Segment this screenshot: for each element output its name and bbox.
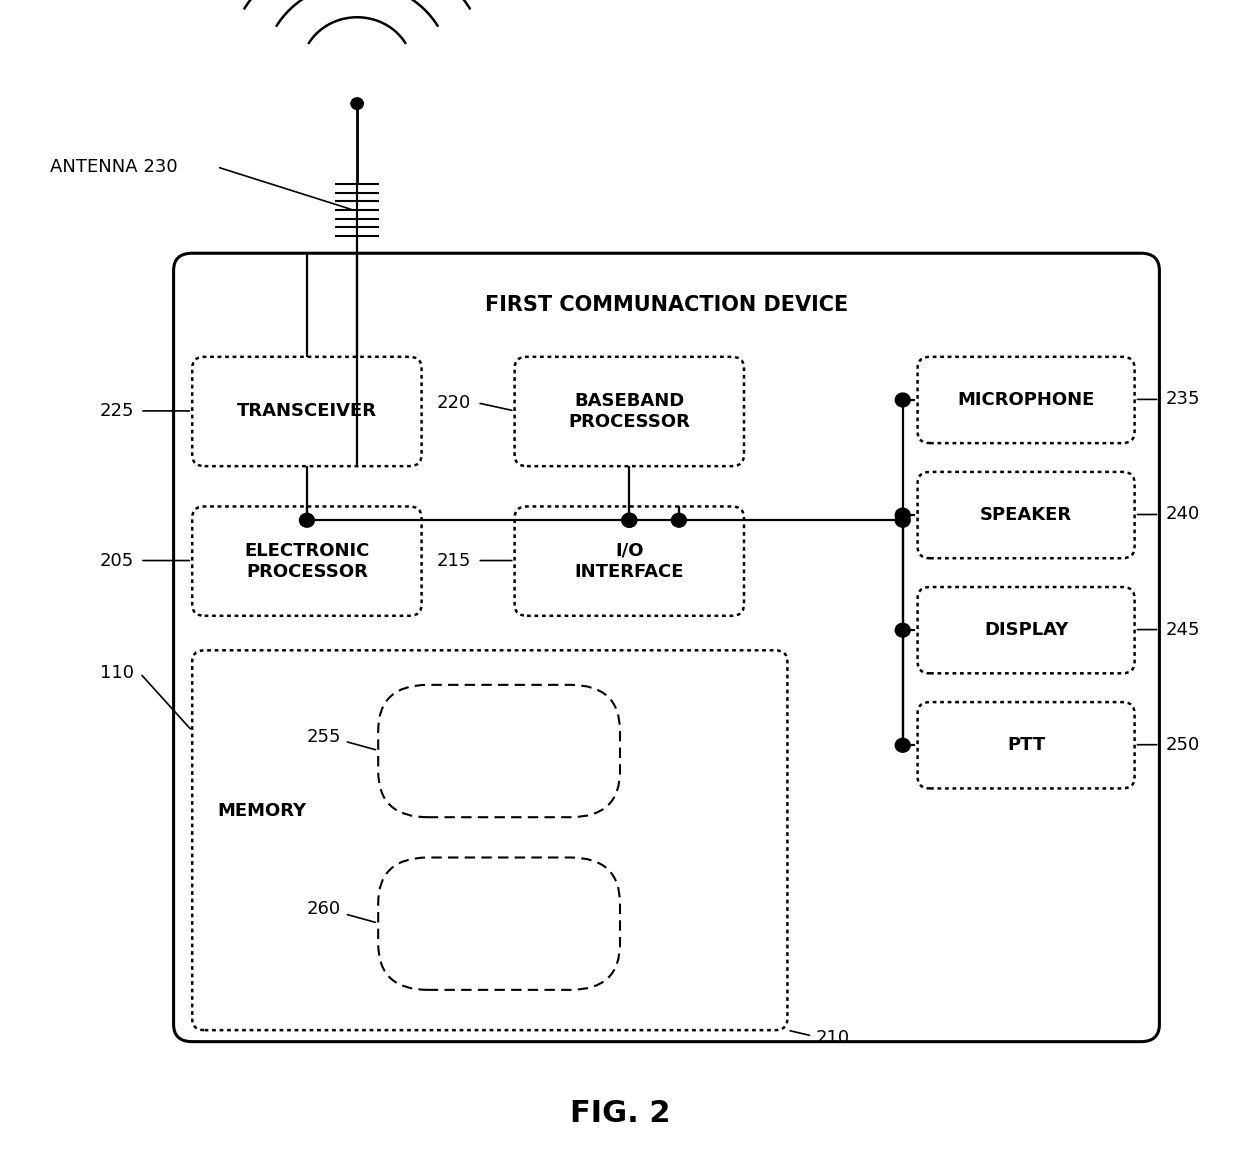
Text: DISPLAY: DISPLAY (983, 622, 1069, 639)
FancyBboxPatch shape (192, 357, 422, 466)
FancyBboxPatch shape (515, 506, 744, 616)
Circle shape (895, 509, 910, 523)
Text: FIG. 2: FIG. 2 (569, 1098, 671, 1128)
Circle shape (895, 739, 910, 753)
Circle shape (621, 513, 637, 527)
FancyBboxPatch shape (918, 587, 1135, 673)
FancyBboxPatch shape (174, 253, 1159, 1042)
Text: ELECTRONIC
PROCESSOR: ELECTRONIC PROCESSOR (244, 542, 370, 580)
FancyBboxPatch shape (918, 357, 1135, 443)
Text: MICROPHONE: MICROPHONE (957, 391, 1095, 409)
Text: 110: 110 (100, 664, 134, 683)
Text: 250: 250 (1166, 735, 1200, 754)
FancyBboxPatch shape (378, 685, 620, 817)
Text: 210: 210 (816, 1029, 851, 1047)
Circle shape (672, 513, 687, 527)
Text: 215: 215 (436, 551, 471, 570)
FancyBboxPatch shape (515, 357, 744, 466)
Text: 220: 220 (436, 394, 471, 412)
Text: 240: 240 (1166, 505, 1200, 524)
Text: I/O
INTERFACE: I/O INTERFACE (574, 542, 684, 580)
Circle shape (895, 513, 910, 527)
Text: 255: 255 (306, 727, 341, 746)
FancyBboxPatch shape (918, 702, 1135, 788)
FancyBboxPatch shape (192, 506, 422, 616)
Text: TRANSCEIVER: TRANSCEIVER (237, 403, 377, 420)
Text: 225: 225 (99, 402, 134, 420)
Circle shape (895, 624, 910, 638)
Text: SPEAKER: SPEAKER (980, 506, 1073, 524)
FancyBboxPatch shape (378, 857, 620, 990)
FancyBboxPatch shape (192, 650, 787, 1030)
Text: 235: 235 (1166, 390, 1200, 409)
Text: MEMORY: MEMORY (217, 802, 306, 821)
Text: FIR
Model: FIR Model (472, 732, 526, 770)
Text: ANTENNA 230: ANTENNA 230 (50, 158, 177, 176)
FancyBboxPatch shape (918, 472, 1135, 558)
Circle shape (621, 513, 637, 527)
Circle shape (300, 513, 315, 527)
Text: 260: 260 (306, 900, 341, 918)
Text: FIRST COMMUNACTION DEVICE: FIRST COMMUNACTION DEVICE (485, 295, 848, 315)
Text: PTT: PTT (1007, 737, 1045, 754)
Circle shape (895, 394, 910, 407)
Text: 245: 245 (1166, 620, 1200, 639)
Text: BASEBAND
PROCESSOR: BASEBAND PROCESSOR (568, 392, 691, 430)
Text: Full-band
Sequence: Full-band Sequence (455, 905, 543, 943)
Circle shape (351, 98, 363, 109)
Text: 205: 205 (99, 551, 134, 570)
